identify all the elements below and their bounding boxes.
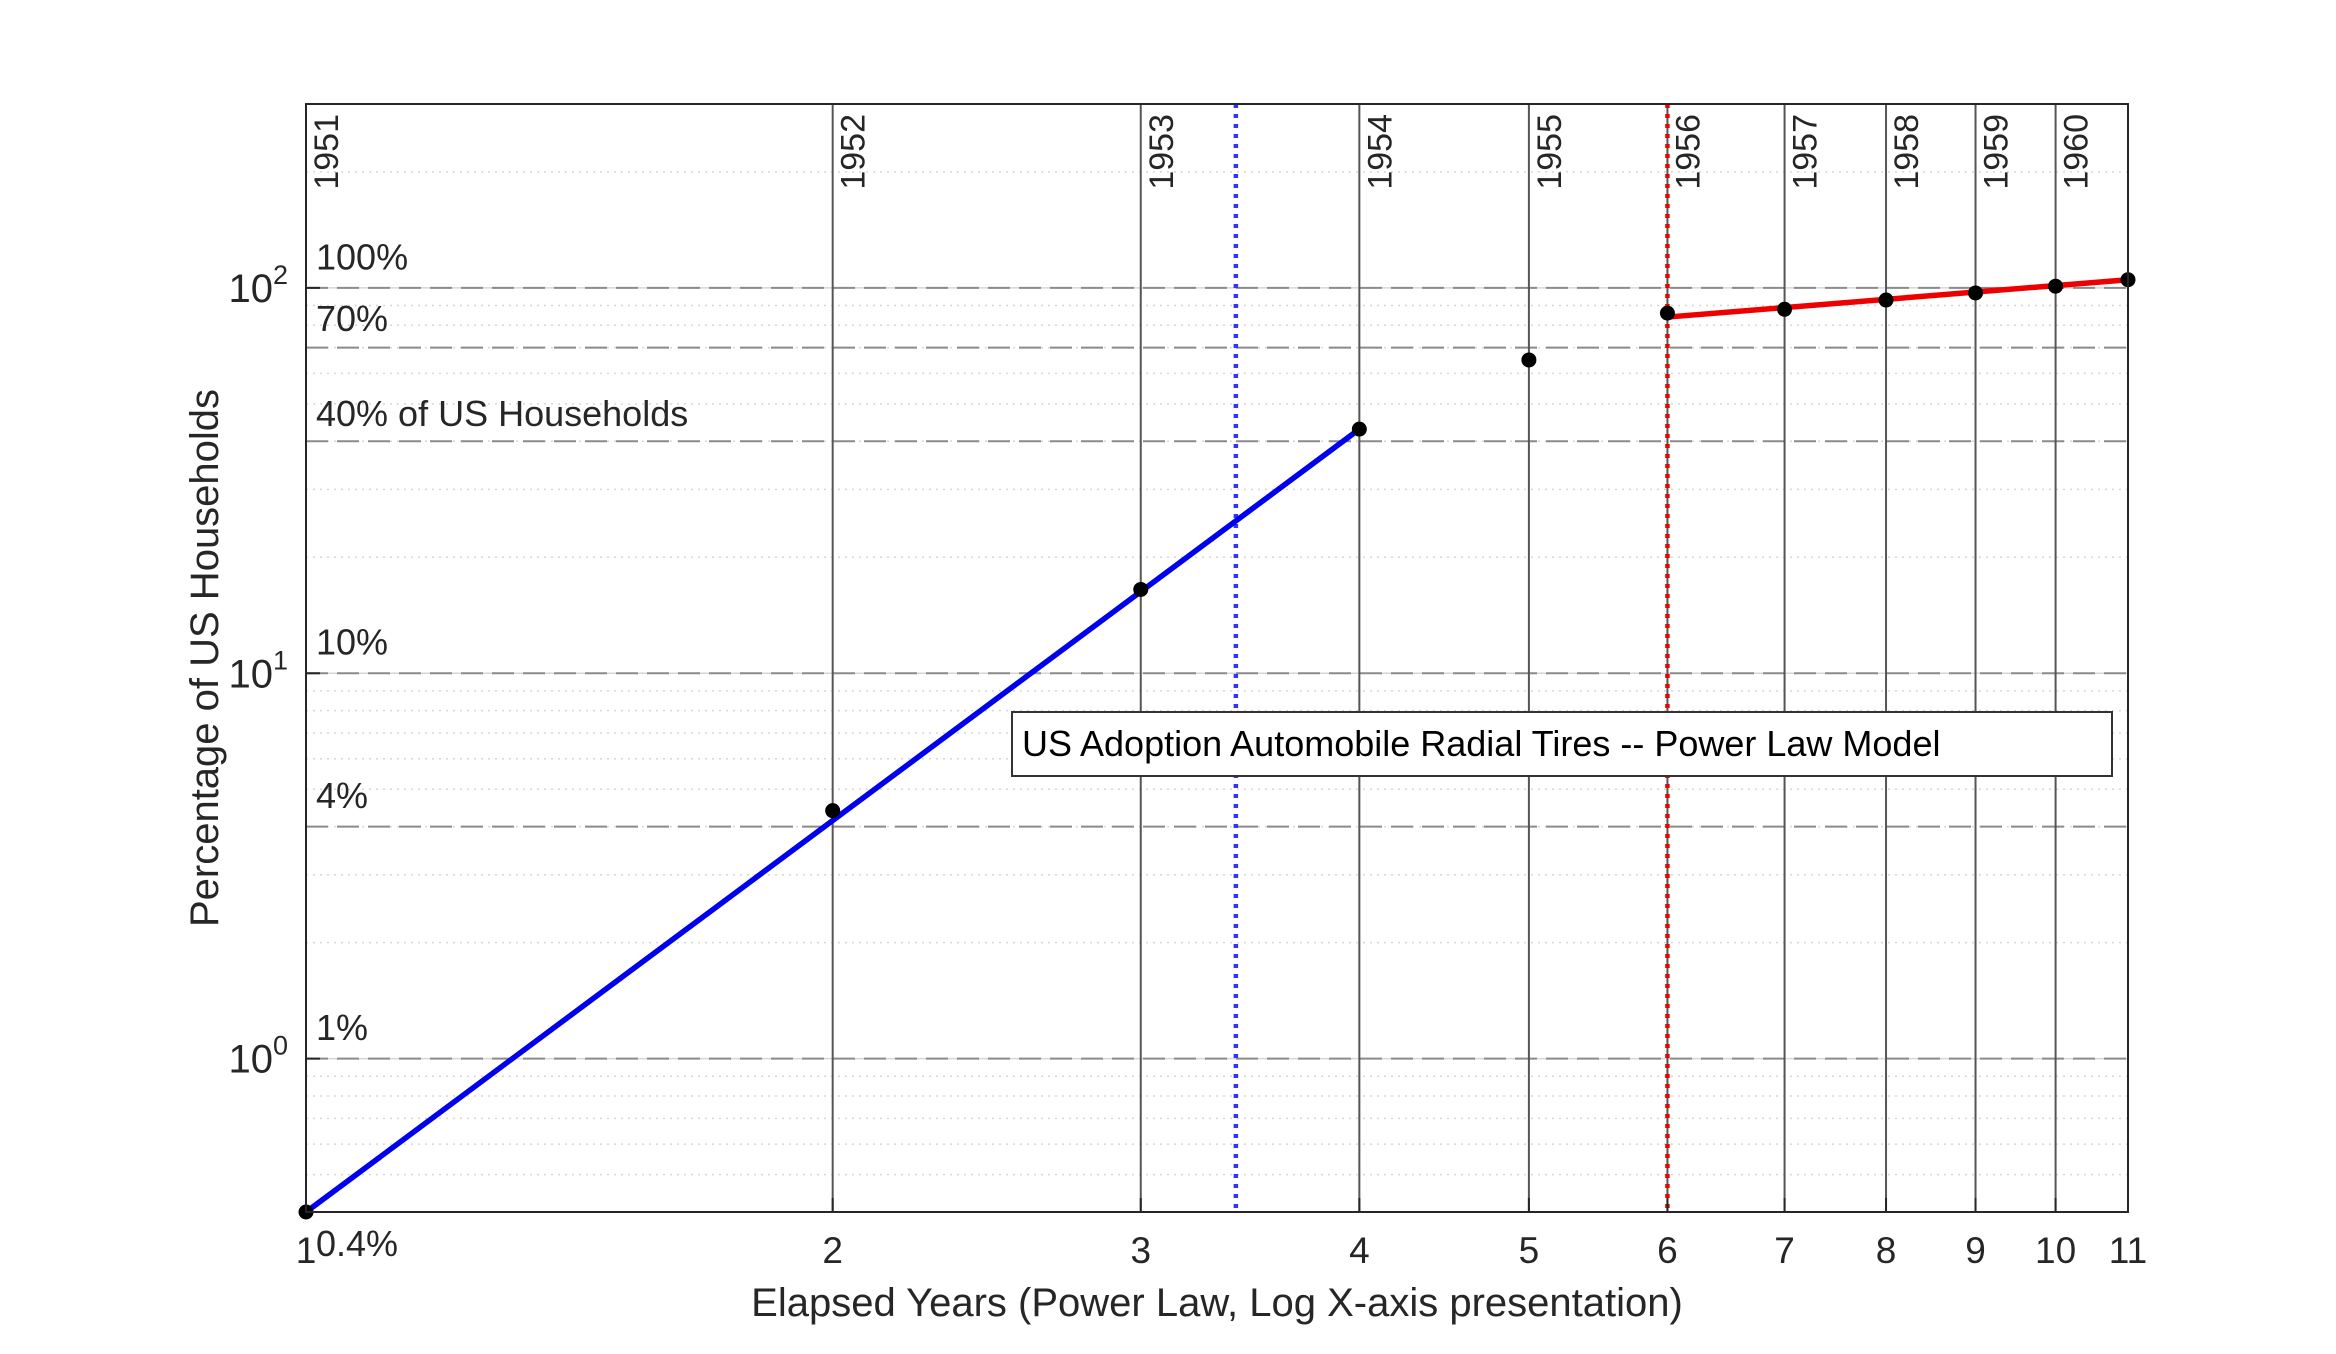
- legend-text: US Adoption Automobile Radial Tires -- P…: [1022, 723, 1940, 764]
- data-points: [298, 272, 2136, 1220]
- x-tick-label: 4: [1349, 1230, 1370, 1271]
- y-tick-label: 102: [228, 260, 288, 311]
- year-label: 1951: [308, 114, 346, 190]
- data-point: [825, 803, 841, 819]
- y-tick-label: 101: [228, 645, 288, 696]
- x-tick-label: 2: [822, 1230, 843, 1271]
- data-point: [1878, 292, 1894, 308]
- x-axis-title: Elapsed Years (Power Law, Log X-axis pre…: [751, 1281, 1683, 1325]
- x-tick-label: 8: [1876, 1230, 1897, 1271]
- legend: US Adoption Automobile Radial Tires -- P…: [1011, 711, 2113, 777]
- legend-box: [1011, 711, 2113, 777]
- data-point: [1968, 285, 1984, 301]
- x-tick-label: 7: [1774, 1230, 1795, 1271]
- percent-label: 0.4%: [316, 1223, 398, 1264]
- x-tick-label: 1: [296, 1230, 317, 1271]
- percent-label: 40% of US Households: [316, 393, 688, 434]
- x-tick-label: 5: [1519, 1230, 1540, 1271]
- reference-labels: 1951 1952 1953 1954 1955 1956 1957 1958 1959 1960…: [308, 114, 2096, 1264]
- vertical-markers: [1233, 104, 1670, 1212]
- x-tick-label: 6: [1657, 1230, 1678, 1271]
- percent-reference-lines: [306, 286, 2128, 1060]
- percent-label: 100%: [316, 236, 408, 277]
- data-point: [1521, 352, 1537, 368]
- year-label: 1952: [835, 114, 873, 190]
- x-tick-label: 9: [1965, 1230, 1986, 1271]
- fit-line: [303, 426, 1363, 1215]
- x-tick-label: 3: [1130, 1230, 1151, 1271]
- year-label: 1957: [1787, 114, 1825, 190]
- percent-label: 4%: [316, 775, 368, 816]
- percent-label: 10%: [316, 622, 388, 663]
- year-label: 1956: [1669, 114, 1707, 190]
- y-tick-label: 100: [228, 1031, 288, 1082]
- data-point: [2048, 278, 2064, 294]
- percent-label: 1%: [316, 1007, 368, 1048]
- data-point: [1133, 581, 1149, 597]
- year-label: 1953: [1143, 114, 1181, 190]
- data-point: [1659, 305, 1675, 321]
- year-label: 1960: [2058, 114, 2096, 190]
- y-axis-title: Percentage of US Households: [183, 389, 227, 927]
- year-label: 1954: [1361, 114, 1399, 190]
- data-point: [1351, 421, 1367, 437]
- year-label: 1958: [1888, 114, 1926, 190]
- x-tick-label: 10: [2035, 1230, 2076, 1271]
- year-label: 1955: [1531, 114, 1569, 190]
- year-label: 1959: [1978, 114, 2016, 190]
- percent-label: 70%: [316, 298, 388, 339]
- axes: 1 2 3 4 5 6 7 8 9 10 11 100 101 102: [228, 103, 2147, 1271]
- x-tick-label: 11: [2109, 1230, 2147, 1271]
- plot-frame: [305, 103, 2129, 1213]
- data-point: [1777, 301, 1793, 317]
